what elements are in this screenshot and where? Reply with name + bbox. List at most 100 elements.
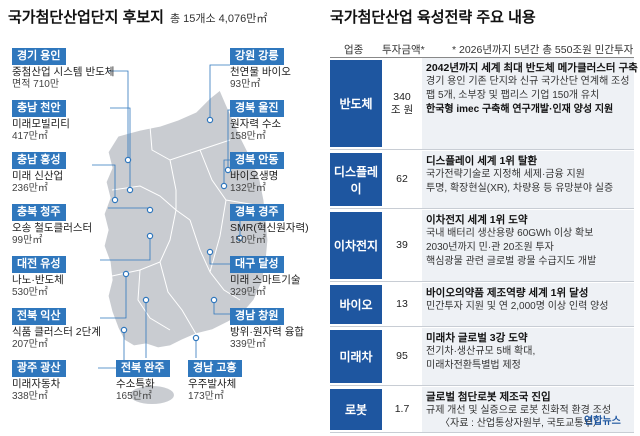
col-note-header: * 2026년까지 5년간 총 550조원 민간투자	[452, 44, 634, 56]
investment-amount: 1.7	[394, 403, 410, 415]
strategy-headline: 바이오의약품 제조역량 세계 1위 달성	[426, 287, 589, 299]
strategy-line: 팹 5개, 소부장 및 팹리스 기업 150개 유치	[426, 90, 600, 101]
site-tag: 전북 완주	[116, 360, 170, 377]
site-desc: 천연물 바이오	[230, 66, 291, 78]
site-tag: 경북 안동	[230, 152, 284, 169]
site-desc: 수소특화	[116, 378, 155, 390]
investment-amount: 62	[396, 173, 408, 185]
site-area: 99만㎡	[12, 235, 43, 246]
site-chungbuk-cheongju: 충북 청주 오송 철도클러스터 99만㎡	[12, 202, 106, 247]
site-tag: 대전 유성	[12, 256, 66, 273]
strategy-line: 국가전략기술로 지정해 세제·금융 지원	[426, 169, 585, 180]
header-divider	[330, 57, 634, 58]
site-chungnam-cheonan: 충남 천안 미래모빌리티 417만㎡	[12, 98, 106, 143]
sector-label: 반도체	[330, 60, 382, 147]
site-tag: 대구 달성	[230, 256, 284, 273]
site-tag: 경남 고흥	[188, 360, 242, 377]
strategy-headline: 이차전지 세계 1위 도약	[426, 214, 528, 226]
map-title: 국가첨단산업단지 후보지 총 15개소 4,076만㎡	[8, 6, 267, 27]
strategy-headline: 디스플레이 세계 1위 탈환	[426, 155, 538, 167]
site-desc: 나노·반도체	[12, 274, 64, 286]
strategy-line: 전기차·생산규모 5배 확대,	[426, 346, 536, 357]
site-area: 236만㎡	[12, 183, 48, 194]
table-row: 로봇 1.7 글로벌 첨단로봇 제조국 진입 규제 개선 및 실증으로 로봇 친화적 …	[330, 387, 634, 433]
sector-label: 디스플레이	[330, 153, 382, 206]
site-markers	[111, 116, 244, 342]
strategy-line: 핵심광물 관련 글로벌 광물 수급지도 개발	[426, 256, 597, 267]
strategy-line: 미래차전환특별법 제정	[426, 360, 521, 371]
table-header: 업종 투자금액* * 2026년까지 5년간 총 550조원 민간투자	[330, 40, 634, 56]
site-gyeongnam-goheung: 경남 고흥 우주발사체 173만㎡	[188, 358, 268, 403]
site-tag: 경북 경주	[230, 204, 284, 221]
strategy-line: 경기 용인 기존 단지와 신규 국가산단 연계해 조성	[426, 76, 630, 87]
site-area: 면적 710만	[12, 79, 60, 90]
site-area: 173만㎡	[188, 391, 224, 402]
sector-label: 이차전지	[330, 212, 382, 279]
site-desc: 미래 신산업	[12, 170, 64, 182]
site-tag: 경기 용인	[12, 48, 66, 65]
sector-label: 로봇	[330, 389, 382, 430]
site-area: 150만㎡	[230, 235, 266, 246]
site-area: 530만㎡	[12, 287, 48, 298]
site-area: 207만㎡	[12, 339, 48, 350]
site-area: 417만㎡	[12, 131, 48, 142]
strategy-detail: 글로벌 첨단로봇 제조국 진입 규제 개선 및 실증으로 로봇 친화적 환경 조성	[422, 387, 634, 432]
site-gyeongbuk-uljin: 경북 울진 원자력 수소 158만㎡	[230, 98, 324, 143]
strategy-line: 국내 배터리 생산용량 60GWh 이상 확보	[426, 228, 594, 239]
site-area: 339만㎡	[230, 339, 266, 350]
strategy-line: 투명, 확장현실(XR), 차량용 등 유망분야 실증	[426, 183, 614, 194]
site-desc: 바이오생명	[230, 170, 279, 182]
site-tag: 경남 창원	[230, 308, 284, 325]
site-area: 158만㎡	[230, 131, 266, 142]
strategy-headline: 미래차 글로벌 3강 도약	[426, 332, 528, 344]
sector-label: 미래차	[330, 330, 382, 383]
col-sector-header: 업종	[344, 44, 364, 56]
site-desc: 오송 철도클러스터	[12, 222, 93, 234]
site-daegu-dalseong: 대구 달성 미래 스마트기술 329만㎡	[230, 254, 324, 299]
strategy-title: 국가첨단산업 육성전략 주요 내용	[330, 9, 536, 26]
investment-amount: 95	[396, 350, 408, 362]
site-area: 338만㎡	[12, 391, 48, 402]
site-gangwon-gangneung: 강원 강릉 천연물 바이오 93만㎡	[230, 46, 324, 91]
site-tag: 충북 청주	[12, 204, 66, 221]
investment-amount: 39	[396, 239, 408, 251]
site-tag: 충남 천안	[12, 100, 66, 117]
site-desc: 방위·원자력 융합	[230, 326, 305, 338]
site-area: 132만㎡	[230, 183, 266, 194]
col-invest-header: 투자금액*	[382, 44, 425, 56]
site-tag: 강원 강릉	[230, 48, 284, 65]
strategy-line: 2030년까지 민·관 20조원 투자	[426, 242, 554, 253]
site-desc: 우주발사체	[188, 378, 237, 390]
site-desc: 중첨산업 시스템 반도체	[12, 66, 115, 78]
strategy-headline: 글로벌 첨단로봇 제조국 진입	[426, 391, 551, 403]
site-daejeon-yuseong: 대전 유성 나노·반도체 530만㎡	[12, 254, 106, 299]
map-title-text: 국가첨단산업단지 후보지	[8, 9, 164, 26]
investment-amount: 340 조 원	[390, 90, 414, 116]
site-desc: 원자력 수소	[230, 118, 282, 130]
site-gyeongnam-changwon: 경남 창원 방위·원자력 융합 339만㎡	[230, 306, 324, 351]
site-desc: 미래 스마트기술	[230, 274, 301, 286]
strategy-headline: 2042년까지 세계 최대 반도체 메가클러스터 구축	[426, 62, 638, 74]
site-tag: 전북 익산	[12, 308, 66, 325]
sector-label: 바이오	[330, 285, 382, 324]
site-desc: 식품 클러스터 2단계	[12, 326, 101, 338]
publisher-logo: 연합뉴스	[584, 416, 621, 427]
source-note: 〈자료 : 산업통상자원부, 국토교통부〉	[440, 418, 603, 429]
site-chungnam-hongseong: 충남 홍성 미래 신산업 236만㎡	[12, 150, 106, 195]
site-gyeongbuk-gyeongju: 경북 경주 SMR(혁신원자력) 150만㎡	[230, 202, 324, 247]
site-tag: 광주 광산	[12, 360, 66, 377]
site-area: 165만㎡	[116, 391, 152, 402]
site-area: 93만㎡	[230, 79, 261, 90]
site-area: 329만㎡	[230, 287, 266, 298]
strategy-line: 민간투자 지원 및 연 2,000명 이상 인력 양성	[426, 301, 609, 312]
investment-amount: 13	[396, 298, 408, 310]
site-gyeongbuk-andong: 경북 안동 바이오생명 132만㎡	[230, 150, 324, 195]
site-jeonbuk-wanju: 전북 완주 수소특화 165만㎡	[116, 358, 186, 403]
site-leaders	[92, 64, 241, 369]
